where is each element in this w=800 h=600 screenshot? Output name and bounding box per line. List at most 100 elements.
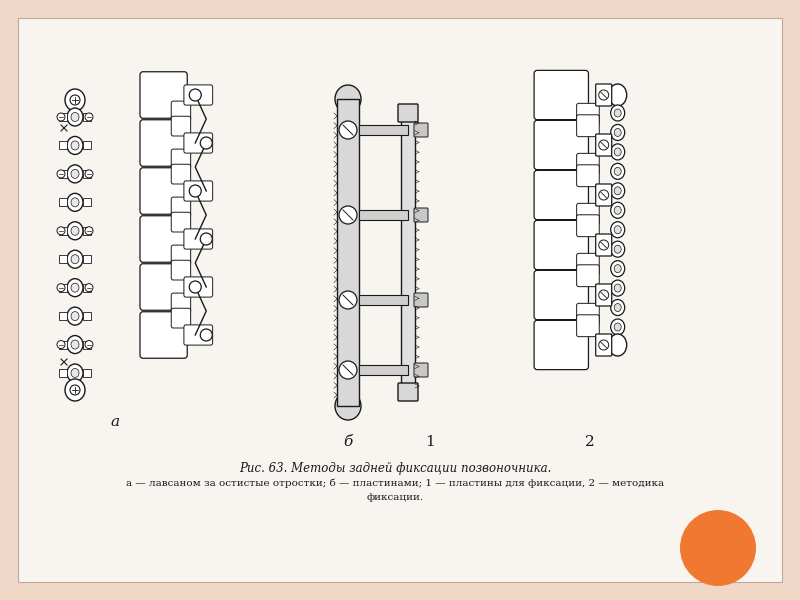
Circle shape (598, 190, 609, 200)
Bar (83, 312, 91, 320)
FancyBboxPatch shape (596, 284, 612, 306)
Circle shape (598, 240, 609, 250)
Bar (359, 210, 408, 220)
FancyBboxPatch shape (414, 293, 428, 307)
Ellipse shape (67, 193, 83, 211)
Bar (83, 255, 91, 263)
Ellipse shape (610, 241, 625, 257)
Ellipse shape (610, 124, 625, 140)
Bar (59, 284, 67, 292)
FancyBboxPatch shape (596, 134, 612, 156)
Bar (59, 341, 67, 349)
FancyBboxPatch shape (171, 308, 190, 328)
Bar (83, 284, 91, 292)
FancyBboxPatch shape (596, 84, 612, 106)
Ellipse shape (67, 250, 83, 268)
Ellipse shape (609, 334, 626, 356)
FancyBboxPatch shape (171, 116, 190, 136)
FancyBboxPatch shape (577, 154, 599, 175)
Bar (59, 199, 67, 206)
Ellipse shape (67, 364, 83, 382)
Circle shape (57, 170, 65, 178)
Circle shape (70, 385, 80, 395)
Ellipse shape (614, 265, 622, 272)
FancyBboxPatch shape (534, 70, 589, 119)
Text: а: а (110, 415, 119, 429)
Circle shape (598, 90, 609, 100)
FancyBboxPatch shape (534, 220, 589, 269)
Bar (83, 227, 91, 235)
Ellipse shape (67, 222, 83, 240)
FancyBboxPatch shape (184, 133, 213, 153)
Ellipse shape (610, 260, 625, 277)
Ellipse shape (67, 108, 83, 126)
Ellipse shape (614, 148, 622, 156)
Circle shape (339, 206, 357, 224)
FancyBboxPatch shape (171, 245, 190, 265)
Ellipse shape (610, 144, 625, 160)
Ellipse shape (67, 278, 83, 296)
FancyBboxPatch shape (577, 315, 599, 337)
Ellipse shape (610, 319, 625, 335)
Ellipse shape (610, 163, 625, 179)
FancyBboxPatch shape (171, 164, 190, 184)
Ellipse shape (614, 245, 622, 253)
Bar (359, 125, 408, 135)
Bar (59, 227, 67, 235)
FancyBboxPatch shape (171, 212, 190, 232)
FancyBboxPatch shape (140, 216, 187, 262)
FancyBboxPatch shape (577, 115, 599, 137)
Bar (59, 312, 67, 320)
Circle shape (57, 113, 65, 121)
FancyBboxPatch shape (398, 383, 418, 401)
Ellipse shape (335, 85, 361, 113)
Ellipse shape (610, 183, 625, 199)
Bar (83, 199, 91, 206)
FancyBboxPatch shape (171, 101, 190, 121)
Bar (401, 113, 415, 392)
FancyBboxPatch shape (577, 265, 599, 287)
Ellipse shape (614, 323, 622, 331)
Ellipse shape (67, 165, 83, 183)
Ellipse shape (614, 206, 622, 214)
Text: Рис. 63. Методы задней фиксации позвоночника.: Рис. 63. Методы задней фиксации позвоноч… (239, 462, 551, 475)
Ellipse shape (71, 141, 79, 150)
Ellipse shape (71, 255, 79, 264)
Circle shape (200, 329, 212, 341)
Ellipse shape (71, 198, 79, 207)
Circle shape (598, 140, 609, 150)
Ellipse shape (614, 128, 622, 136)
FancyBboxPatch shape (171, 197, 190, 217)
FancyBboxPatch shape (184, 229, 213, 249)
FancyBboxPatch shape (414, 208, 428, 222)
Ellipse shape (67, 136, 83, 154)
Circle shape (57, 227, 65, 235)
FancyBboxPatch shape (171, 149, 190, 169)
Circle shape (339, 291, 357, 309)
Circle shape (200, 233, 212, 245)
FancyBboxPatch shape (577, 304, 599, 325)
Ellipse shape (71, 368, 79, 377)
Circle shape (339, 361, 357, 379)
Bar (337, 99, 359, 406)
FancyBboxPatch shape (140, 168, 187, 214)
FancyBboxPatch shape (171, 293, 190, 313)
Circle shape (680, 510, 756, 586)
Bar (59, 170, 67, 178)
Ellipse shape (610, 280, 625, 296)
Ellipse shape (614, 167, 622, 175)
Circle shape (85, 284, 93, 292)
FancyBboxPatch shape (577, 165, 599, 187)
FancyBboxPatch shape (596, 234, 612, 256)
Ellipse shape (610, 222, 625, 238)
FancyBboxPatch shape (184, 325, 213, 345)
Bar (359, 295, 408, 305)
Circle shape (57, 284, 65, 292)
Text: 2: 2 (585, 435, 595, 449)
FancyBboxPatch shape (398, 104, 418, 122)
Text: 1: 1 (425, 435, 435, 449)
Ellipse shape (71, 226, 79, 235)
Bar (59, 113, 67, 121)
Ellipse shape (614, 109, 622, 117)
Ellipse shape (71, 340, 79, 349)
